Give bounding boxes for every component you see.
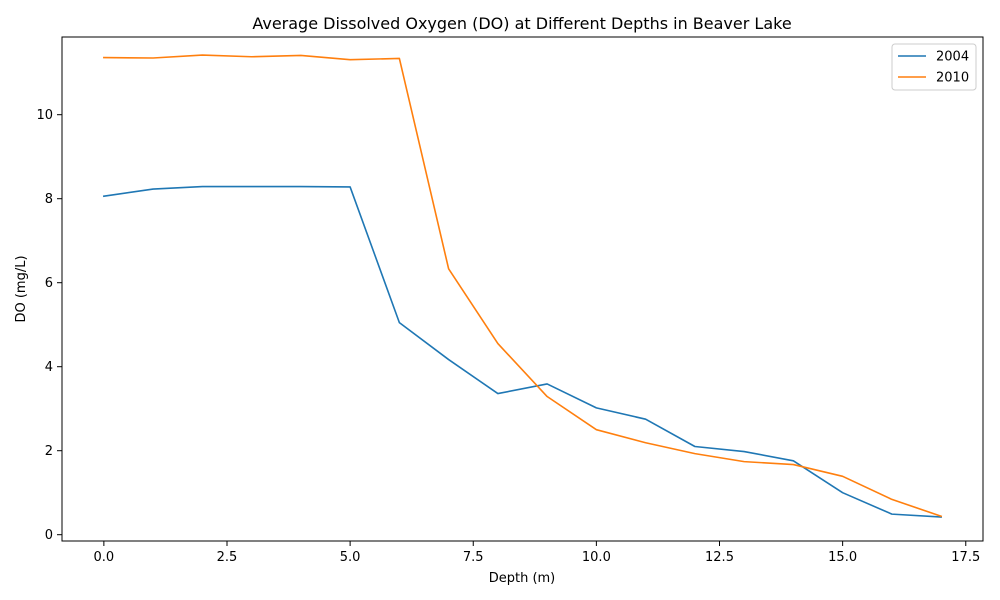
x-tick-label: 7.5 (463, 550, 484, 565)
x-tick-label: 17.5 (951, 550, 980, 565)
x-tick-label: 12.5 (705, 550, 734, 565)
x-tick-label: 2.5 (217, 550, 238, 565)
y-axis: 0 2 4 6 8 10 (36, 108, 62, 543)
x-tick-label: 0.0 (94, 550, 115, 565)
y-tick-label: 2 (45, 444, 53, 459)
legend-label-2010: 2010 (936, 71, 969, 86)
y-axis-label: DO (mg/L) (14, 255, 29, 322)
series-lines (102, 54, 943, 518)
x-tick-label: 10.0 (582, 550, 611, 565)
chart-title: Average Dissolved Oxygen (DO) at Differe… (252, 14, 791, 33)
y-tick-label: 4 (45, 360, 53, 375)
x-tick-label: 5.0 (340, 550, 361, 565)
y-tick-label: 0 (45, 528, 53, 543)
y-tick-label: 8 (45, 192, 53, 207)
x-axis: 0.0 2.5 5.0 7.5 10.0 12.5 15.0 17.5 (94, 541, 980, 565)
x-tick-label: 15.0 (828, 550, 857, 565)
plot-area (61, 36, 984, 542)
x-axis-label: Depth (m) (489, 571, 556, 586)
series-line-2010 (103, 54, 943, 518)
series-line-2004 (102, 185, 942, 518)
legend: 2004 2010 (891, 43, 977, 91)
y-tick-label: 10 (36, 108, 53, 123)
y-tick-label: 6 (45, 276, 53, 291)
legend-label-2004: 2004 (936, 50, 969, 65)
